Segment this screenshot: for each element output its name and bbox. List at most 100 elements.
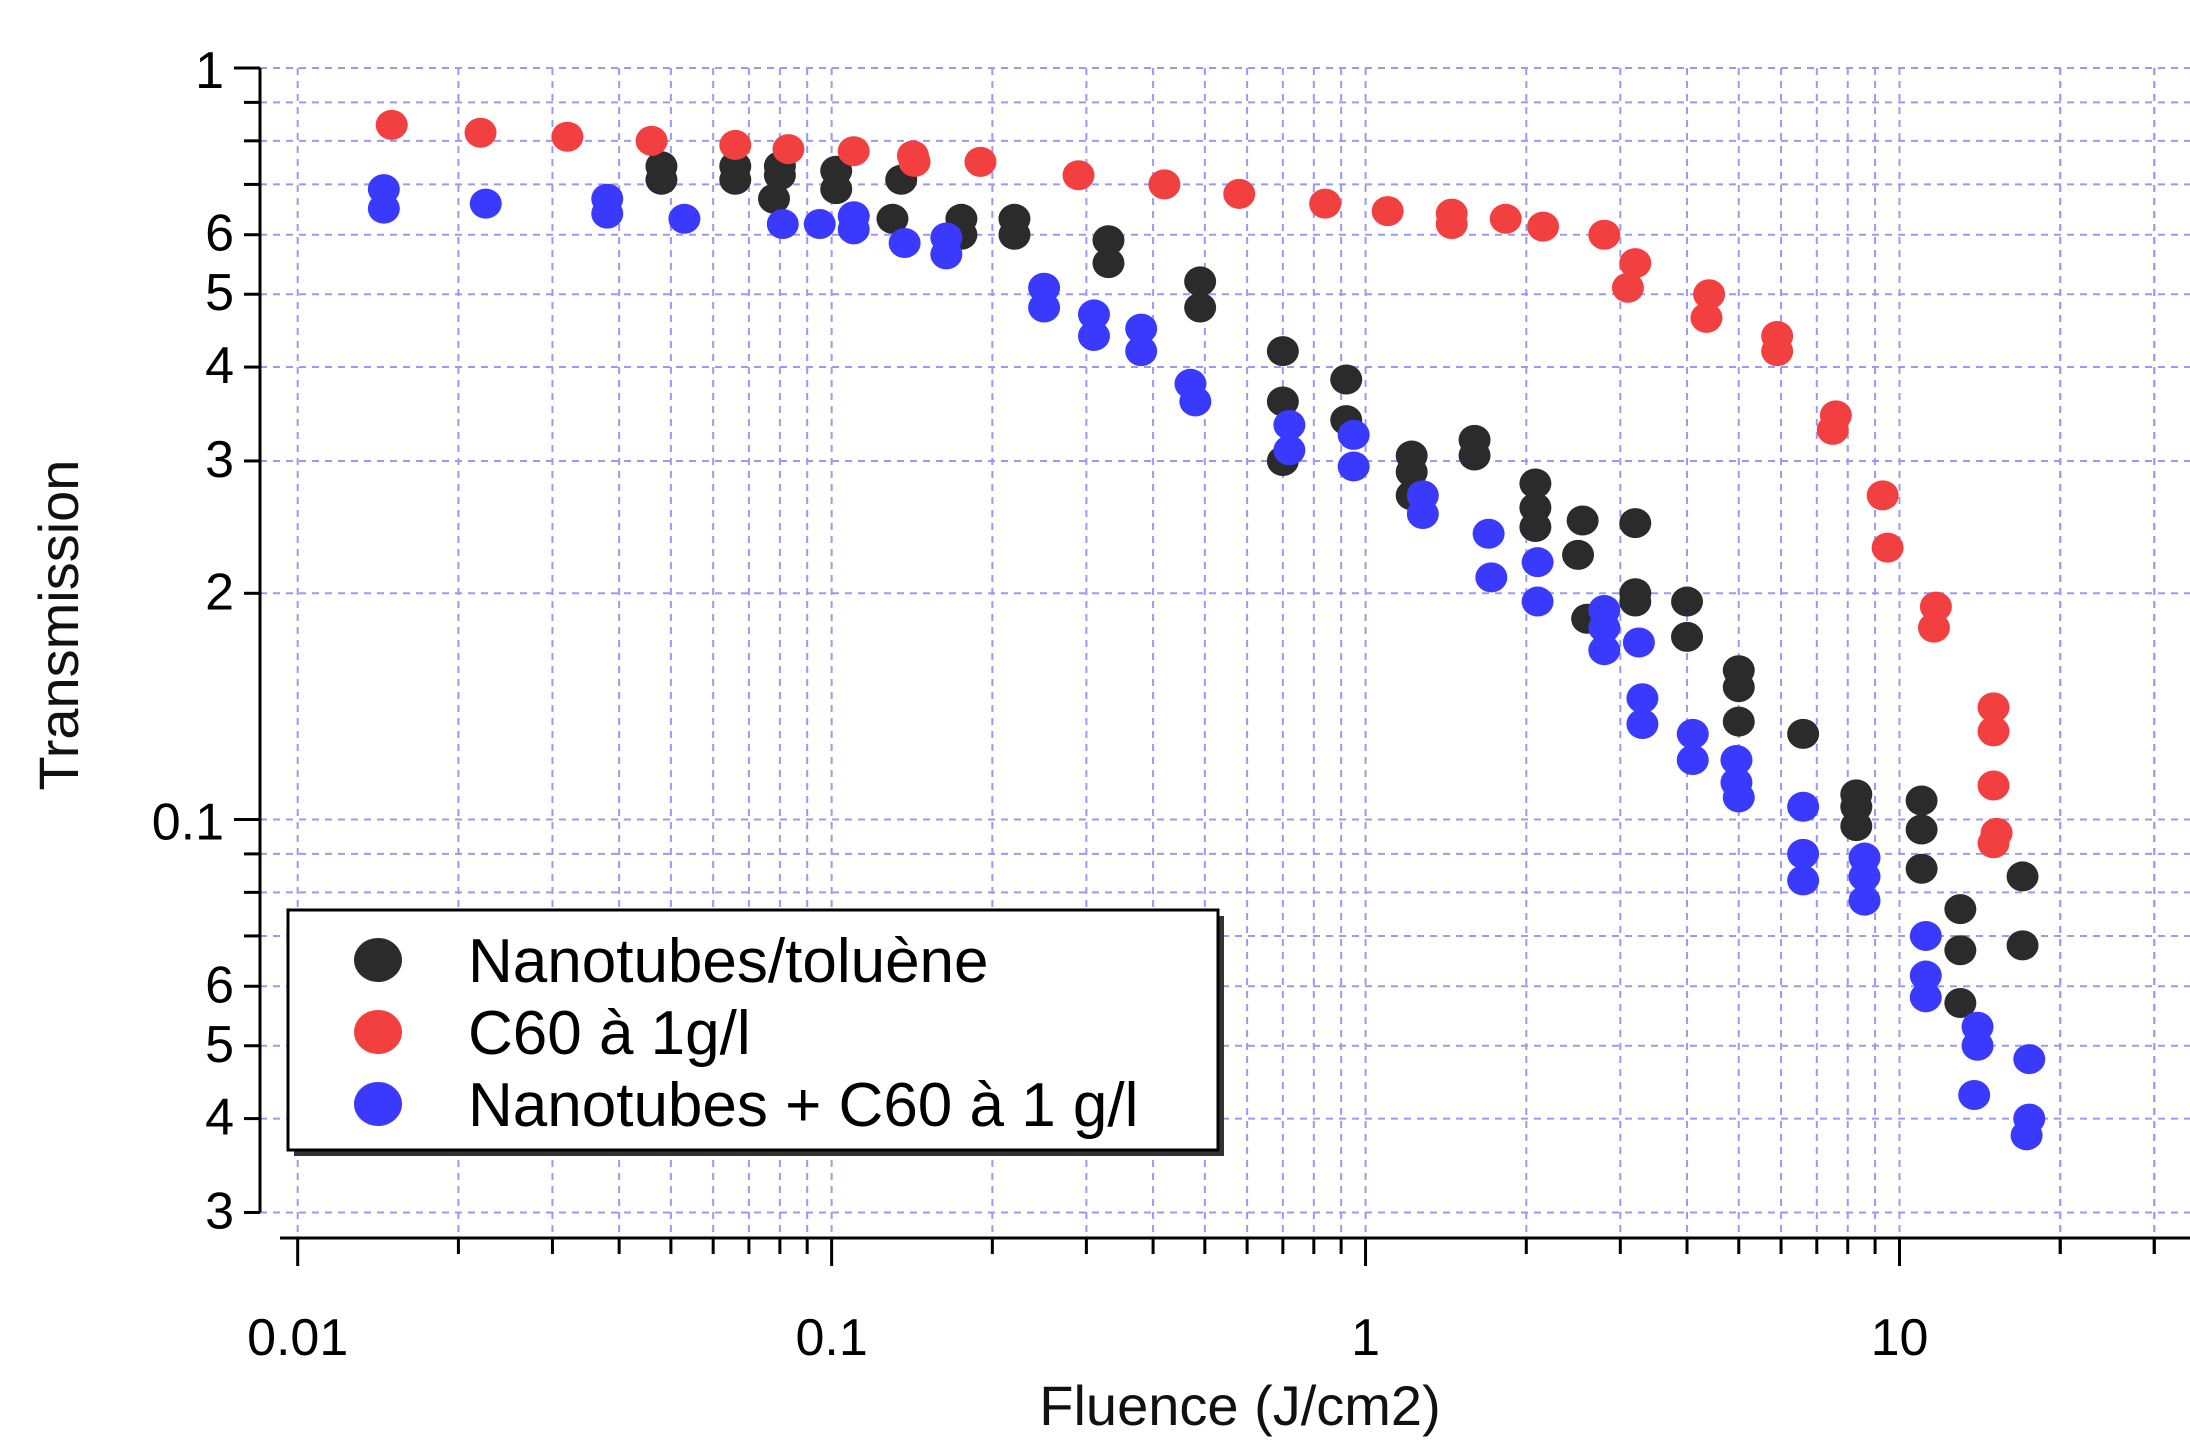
data-point — [1266, 336, 1299, 367]
data-point — [645, 164, 678, 195]
y-tick-label: 0.1 — [152, 794, 224, 852]
legend-label: C60 à 1g/l — [468, 999, 751, 1068]
data-point — [1671, 621, 1704, 652]
data-point — [1905, 785, 1938, 816]
data-point — [1435, 209, 1468, 240]
data-point — [1406, 499, 1439, 530]
data-point — [1787, 718, 1820, 749]
data-point — [1588, 635, 1621, 666]
data-point — [1816, 414, 1849, 445]
data-point — [1179, 386, 1212, 417]
y-axis-title: Transmission — [27, 460, 90, 791]
data-point — [1521, 586, 1554, 617]
data-point — [888, 227, 921, 258]
data-point — [1944, 894, 1977, 925]
x-tick-label: 1 — [1351, 1309, 1380, 1367]
data-point — [1787, 838, 1820, 869]
data-point — [1626, 683, 1659, 714]
legend-marker — [354, 1010, 402, 1054]
y-tick-label: 5 — [205, 264, 234, 322]
series-group — [645, 151, 2039, 1018]
data-point — [591, 198, 624, 229]
data-point — [876, 203, 909, 234]
data-point — [375, 109, 408, 140]
data-point — [1266, 386, 1299, 417]
data-points — [367, 109, 2046, 1151]
data-point — [1722, 782, 1755, 813]
data-point — [1566, 505, 1599, 536]
data-point — [803, 209, 836, 240]
data-point — [1062, 160, 1095, 191]
data-point — [1944, 935, 1977, 966]
data-point — [1961, 1030, 1994, 1061]
data-point — [898, 146, 931, 177]
data-point — [1676, 745, 1709, 776]
data-point — [1871, 532, 1904, 563]
data-point — [1690, 302, 1723, 333]
legend-label: Nanotubes + C60 à 1 g/l — [468, 1071, 1138, 1140]
data-point — [1458, 440, 1491, 471]
y-tick-label: 2 — [205, 563, 234, 621]
data-point — [1077, 320, 1110, 351]
data-point — [1125, 313, 1158, 344]
data-point — [668, 203, 701, 234]
y-tick-label: 3 — [205, 431, 234, 489]
data-point — [1475, 562, 1508, 593]
data-point — [1519, 468, 1552, 499]
y-tick-label: 5 — [205, 1016, 234, 1074]
data-point — [1309, 188, 1342, 219]
data-point — [1848, 861, 1881, 892]
data-point — [1519, 512, 1552, 543]
x-axis-title: Fluence (J/cm2) — [1039, 1374, 1440, 1437]
y-tick-label: 3 — [205, 1182, 234, 1240]
data-point — [1720, 745, 1753, 776]
data-point — [1527, 211, 1560, 242]
data-point — [1671, 586, 1704, 617]
data-point — [763, 160, 796, 191]
series-group — [375, 109, 2013, 859]
data-point — [1787, 791, 1820, 822]
data-point — [635, 125, 668, 156]
data-point — [1330, 364, 1363, 395]
data-point — [1028, 292, 1061, 323]
data-point — [1977, 692, 2010, 723]
data-point — [1977, 770, 2010, 801]
data-point — [1619, 586, 1652, 617]
y-tick-label: 1 — [195, 42, 224, 100]
y-tick-label: 4 — [205, 337, 234, 395]
data-point — [464, 117, 497, 148]
data-point — [1125, 336, 1158, 367]
legend-box — [286, 908, 1220, 1152]
data-point — [1905, 853, 1938, 884]
data-point — [1909, 920, 1942, 951]
series-group — [367, 174, 2046, 1151]
data-point — [1273, 435, 1306, 466]
data-point — [837, 136, 870, 167]
data-point — [1905, 814, 1938, 845]
data-point — [1761, 336, 1794, 367]
data-point — [820, 174, 853, 205]
data-point — [367, 193, 400, 224]
data-point — [1626, 709, 1659, 740]
data-point — [1148, 169, 1181, 200]
data-point — [1909, 960, 1942, 991]
data-point — [1371, 196, 1404, 227]
data-point — [1958, 1079, 1991, 1110]
data-point — [1184, 266, 1217, 297]
data-point — [1337, 419, 1370, 450]
data-point — [1619, 508, 1652, 539]
y-tick-label: 4 — [205, 1089, 234, 1147]
data-point — [1562, 539, 1595, 570]
data-point — [1848, 885, 1881, 916]
data-point — [758, 183, 791, 214]
legend-label: Nanotubes/toluène — [468, 927, 989, 996]
data-point — [998, 219, 1031, 250]
data-point — [1092, 225, 1125, 256]
grid — [260, 67, 2190, 1235]
data-point — [1977, 716, 2010, 747]
data-point — [1622, 627, 1655, 658]
